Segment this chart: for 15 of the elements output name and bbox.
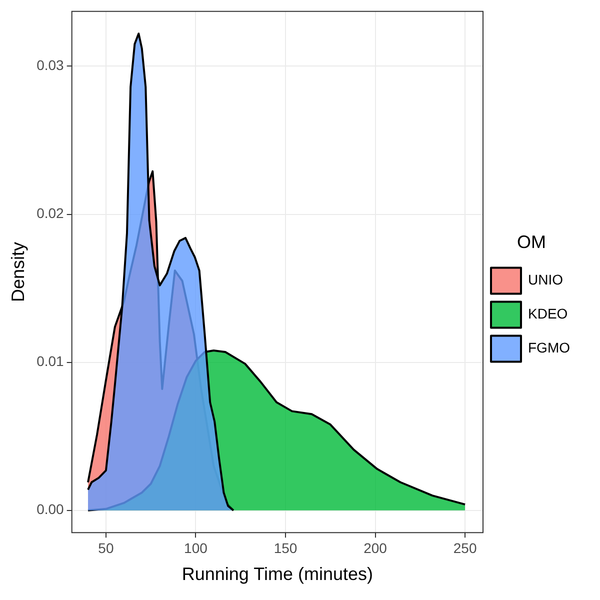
legend-label: FGMO [528, 340, 570, 356]
y-tick-label: 0.00 [36, 501, 64, 518]
x-tick-label: 100 [184, 540, 208, 556]
y-axis-title: Density [8, 242, 28, 302]
y-tick-label: 0.01 [36, 353, 64, 370]
y-tick-label: 0.03 [36, 57, 64, 74]
legend-label: UNIO [528, 272, 564, 288]
x-tick-label: 200 [364, 540, 388, 556]
x-tick-label: 50 [98, 540, 114, 556]
x-axis-title: Running Time (minutes) [182, 564, 373, 584]
x-tick-label: 250 [453, 540, 477, 556]
legend-label: KDEO [528, 306, 568, 322]
legend-title: OM [517, 232, 546, 252]
x-tick-label: 150 [274, 540, 298, 556]
y-tick-label: 0.02 [36, 205, 64, 222]
